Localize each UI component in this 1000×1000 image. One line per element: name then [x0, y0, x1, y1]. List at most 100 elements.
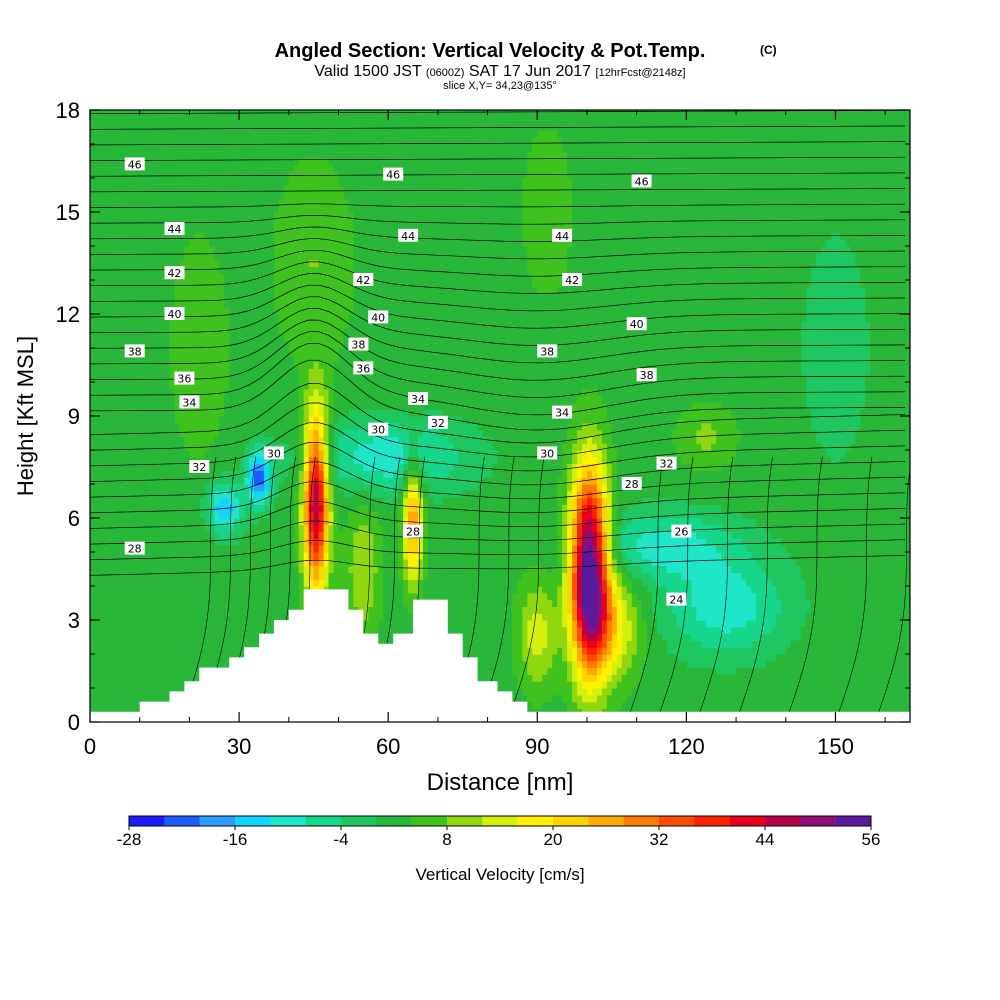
velocity-cell [204, 212, 210, 220]
velocity-cell [169, 545, 176, 553]
velocity-cell [273, 239, 280, 247]
velocity-cell [214, 518, 220, 526]
velocity-cell [134, 416, 141, 424]
velocity-cell [363, 130, 369, 138]
velocity-cell [288, 422, 295, 431]
velocity-cell [318, 171, 325, 179]
velocity-cell [169, 205, 176, 213]
velocity-cell [288, 232, 295, 240]
velocity-cell [263, 273, 270, 281]
velocity-cell [313, 572, 320, 580]
velocity-cell [313, 354, 320, 363]
velocity-cell [149, 286, 156, 295]
velocity-cell [90, 225, 96, 233]
velocity-cell [144, 592, 151, 601]
velocity-cell [174, 164, 181, 172]
velocity-cell [333, 218, 340, 227]
velocity-cell [363, 456, 369, 465]
chart-title: Angled Section: Vertical Velocity & Pot.… [275, 40, 777, 62]
velocity-cell [288, 579, 295, 587]
velocity-cell [259, 504, 265, 512]
velocity-cell [204, 205, 210, 213]
velocity-cell [164, 694, 171, 703]
velocity-cell [204, 144, 210, 152]
velocity-cell [199, 354, 205, 363]
velocity-cell [129, 314, 136, 322]
velocity-cell [288, 150, 295, 159]
velocity-cell [219, 558, 225, 567]
velocity-cell [268, 314, 275, 322]
velocity-cell [254, 171, 260, 179]
velocity-cell [244, 110, 250, 118]
velocity-cell [288, 334, 295, 342]
velocity-cell [224, 497, 230, 505]
velocity-cell [149, 252, 156, 261]
velocity-cell [159, 280, 166, 288]
velocity-cell [358, 599, 364, 607]
velocity-cell [184, 422, 190, 431]
velocity-cell [179, 545, 186, 553]
velocity-cell [90, 137, 96, 145]
velocity-cell [169, 137, 176, 145]
velocity-cell [159, 511, 166, 519]
velocity-cell [179, 497, 186, 505]
velocity-cell [129, 565, 136, 573]
velocity-cell [219, 640, 225, 648]
velocity-cell [244, 538, 250, 546]
velocity-cell [313, 144, 320, 152]
velocity-cell [283, 592, 290, 601]
velocity-cell [239, 572, 245, 580]
velocity-cell [139, 620, 146, 628]
velocity-cell [318, 273, 325, 281]
velocity-cell [348, 144, 354, 152]
velocity-cell [263, 395, 270, 403]
velocity-cell [234, 586, 240, 594]
velocity-cell [229, 137, 235, 145]
velocity-cell [239, 626, 245, 635]
velocity-cell [224, 626, 230, 635]
velocity-cell [308, 361, 315, 369]
velocity-cell [254, 450, 260, 458]
velocity-cell [129, 239, 136, 247]
velocity-cell [179, 354, 186, 363]
velocity-cell [134, 667, 141, 675]
velocity-cell [174, 490, 181, 499]
velocity-cell [199, 436, 205, 444]
velocity-cell [119, 191, 126, 199]
velocity-cell [293, 470, 300, 478]
velocity-cell [179, 150, 186, 159]
velocity-cell [224, 314, 230, 322]
velocity-cell [219, 402, 225, 410]
velocity-cell [144, 504, 151, 512]
velocity-cell [363, 538, 369, 546]
velocity-cell [179, 416, 186, 424]
velocity-cell [219, 252, 225, 261]
velocity-cell [323, 511, 330, 519]
velocity-cell [104, 633, 111, 641]
velocity-cell [224, 252, 230, 261]
velocity-cell [189, 123, 195, 131]
subtitle-zulu: (0600Z) [426, 67, 465, 79]
velocity-cell [90, 484, 96, 492]
velocity-cell [174, 416, 181, 424]
velocity-cell [114, 252, 121, 261]
velocity-cell [149, 511, 156, 519]
velocity-cell [169, 382, 176, 390]
velocity-cell [90, 456, 96, 465]
velocity-cell [308, 157, 315, 165]
velocity-cell [164, 497, 171, 505]
velocity-cell [209, 490, 215, 499]
velocity-cell [293, 171, 300, 179]
velocity-cell [119, 531, 126, 539]
velocity-cell [249, 552, 255, 560]
velocity-cell [129, 144, 136, 152]
velocity-cell [114, 436, 121, 444]
velocity-cell [209, 239, 215, 247]
velocity-cell [199, 368, 205, 376]
velocity-cell [154, 191, 161, 199]
velocity-cell [338, 497, 345, 505]
velocity-cell [259, 184, 265, 193]
velocity-cell [224, 327, 230, 335]
velocity-cell [353, 552, 359, 560]
velocity-cell [219, 307, 225, 315]
